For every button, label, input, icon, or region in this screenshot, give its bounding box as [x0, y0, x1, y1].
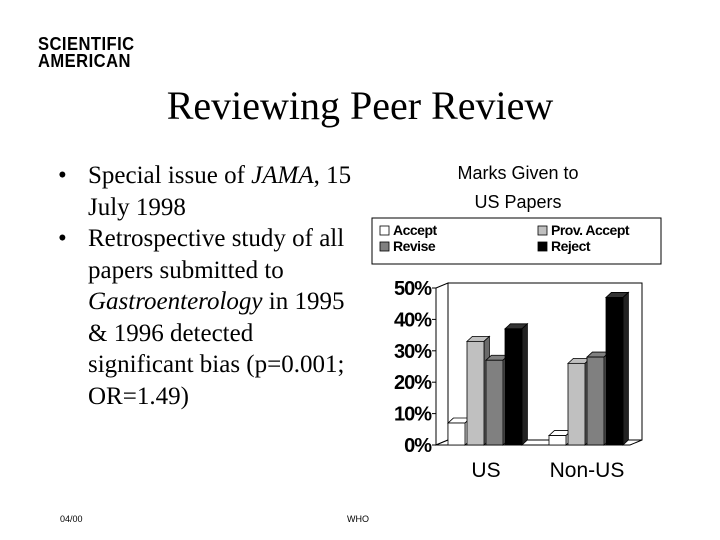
logo-line-2: AMERICAN — [38, 51, 131, 71]
bullet-marker: • — [58, 225, 67, 252]
bullet-text-prefix: Special issue of — [88, 162, 252, 189]
bullet-text-emphasis: Gastroenterology — [88, 288, 263, 315]
x-category-label: US — [471, 459, 500, 482]
bar — [548, 435, 567, 446]
bullet-item: • Special issue of JAMA, 15 July 1998 — [58, 160, 358, 223]
scientific-american-logo: SCIENTIFIC AMERICAN — [38, 34, 135, 71]
legend-box — [371, 217, 662, 265]
bar-chart: Marks Given to US Papers Accept Prov. Accep… — [371, 163, 662, 482]
logo-line-1: SCIENTIFIC — [38, 34, 135, 54]
legend-label: Prov. Accept — [551, 222, 630, 238]
y-tick-label: 20% — [394, 372, 432, 394]
bullet-text-prefix: Retrospective study of all papers submit… — [88, 225, 345, 284]
bullet-text-suffix: , 15 July 1998 — [88, 162, 352, 221]
legend-swatch — [537, 225, 548, 236]
y-tick-label: 0% — [404, 435, 432, 457]
x-category-label: Non-US — [550, 459, 625, 482]
plot-side-wall — [435, 282, 449, 446]
bullet-text-emphasis: JAMA — [251, 162, 314, 189]
footer-org: WHO — [347, 514, 369, 524]
legend-label: Accept — [393, 222, 438, 238]
bar-side — [521, 322, 528, 446]
bullet-text-suffix: in 1995 & 1996 detected significant bias… — [88, 288, 345, 410]
legend-swatch — [537, 241, 548, 252]
legend-swatch — [379, 241, 390, 252]
slide-title: Reviewing Peer Review — [166, 83, 554, 128]
y-tick-label: 50% — [394, 278, 432, 300]
y-tick-label: 10% — [394, 404, 432, 426]
bullet-list: • Special issue of JAMA, 15 July 1998 • … — [58, 160, 358, 412]
bar — [485, 359, 504, 446]
footer-date: 04/00 — [60, 514, 83, 524]
legend-swatch — [379, 225, 390, 236]
y-tick-label: 40% — [394, 309, 432, 331]
bar — [586, 356, 605, 446]
bar — [447, 422, 466, 446]
bar-side — [622, 291, 629, 446]
bullet-item: • Retrospective study of all papers subm… — [58, 223, 358, 412]
bar — [567, 362, 586, 446]
y-tick-label: 30% — [394, 341, 432, 363]
legend-label: Reject — [551, 238, 591, 254]
legend-label: Revise — [393, 238, 436, 254]
bullet-marker: • — [58, 162, 67, 189]
bar — [605, 297, 624, 446]
bar — [466, 340, 485, 446]
bar — [504, 328, 523, 446]
chart-title: Marks Given to US Papers — [457, 163, 578, 212]
